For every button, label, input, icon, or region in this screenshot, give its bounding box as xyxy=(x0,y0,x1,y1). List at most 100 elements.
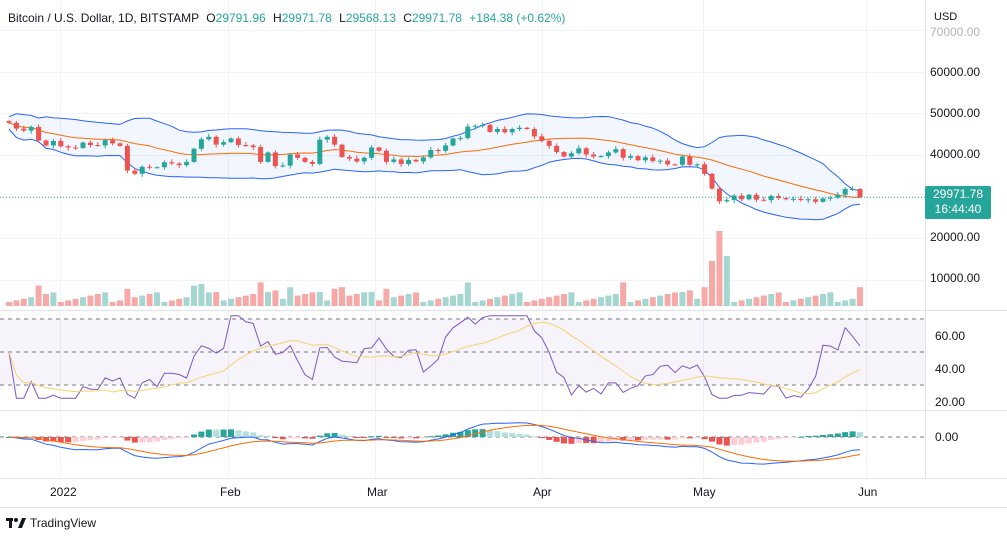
low-label: L xyxy=(339,11,346,25)
change-value: +184.38 (+0.62%) xyxy=(469,11,566,25)
macd-histogram-bar xyxy=(57,437,64,443)
volume-bar xyxy=(738,300,745,306)
candle-body xyxy=(487,124,493,132)
volume-bar xyxy=(472,302,479,306)
macd-pane xyxy=(0,422,925,465)
volume-bar xyxy=(842,300,849,306)
macd-histogram-bar xyxy=(405,437,412,439)
macd-histogram-bar xyxy=(568,437,575,444)
candle-body xyxy=(198,139,204,149)
volume-bar xyxy=(302,294,308,306)
candle-body xyxy=(65,146,71,148)
volume-bar xyxy=(509,294,516,306)
tradingview-brand[interactable]: TradingView xyxy=(6,516,96,530)
candle-countdown: 16:44:40 xyxy=(934,202,982,216)
volume-bar xyxy=(775,292,782,306)
candle-body xyxy=(73,147,79,149)
volume-bar xyxy=(820,294,826,306)
candle-body xyxy=(332,136,338,145)
volume-bar xyxy=(790,300,797,306)
macd-histogram-bar xyxy=(94,437,101,440)
candle-body xyxy=(235,138,241,146)
macd-histogram-bar xyxy=(546,437,553,440)
candle-body xyxy=(583,148,589,155)
macd-histogram-bar xyxy=(457,431,464,437)
candle-body xyxy=(517,127,523,130)
macd-histogram-bar xyxy=(87,437,94,441)
candle-body xyxy=(716,188,722,202)
candle-body xyxy=(228,138,234,143)
volume-bar xyxy=(205,292,212,306)
close-label: C xyxy=(403,11,412,25)
macd-histogram-bar xyxy=(746,437,752,444)
macd-histogram-bar xyxy=(43,437,49,442)
volume-bar xyxy=(272,290,279,306)
volume-bar xyxy=(220,300,227,306)
candle-body xyxy=(95,145,101,147)
brand-name: TradingView xyxy=(30,516,97,530)
volume-bar xyxy=(834,302,841,306)
candle-body xyxy=(568,153,574,157)
symbol-title[interactable]: Bitcoin / U.S. Dollar, 1D, BITSTAMP xyxy=(8,11,199,25)
candle-body xyxy=(613,149,619,153)
macd-histogram-bar xyxy=(464,430,471,437)
currency-label[interactable]: USD xyxy=(934,11,958,23)
candle-body xyxy=(509,129,515,133)
candle-body xyxy=(835,194,841,198)
volume-bar xyxy=(13,300,20,306)
candle-body xyxy=(176,163,182,166)
tradingview-logo-icon xyxy=(6,518,26,528)
macd-histogram-bar xyxy=(257,435,264,437)
candle-body xyxy=(805,199,811,201)
rsi-tick: 40.00 xyxy=(935,362,966,376)
macd-histogram-bar xyxy=(857,432,863,437)
volume-bar xyxy=(102,292,109,306)
candle-body xyxy=(761,199,767,201)
macd-histogram-bar xyxy=(561,437,567,444)
candle-body xyxy=(450,138,456,146)
volume-bar xyxy=(531,300,538,306)
candle-body xyxy=(709,173,715,189)
time-tick: May xyxy=(693,485,716,499)
time-tick: Mar xyxy=(367,485,388,499)
close-value: 29971.78 xyxy=(411,11,462,25)
candle-body xyxy=(346,156,352,159)
candle-body xyxy=(154,167,160,169)
volume-bar xyxy=(346,295,353,306)
macd-histogram-bar xyxy=(509,433,516,437)
volume-bar xyxy=(442,297,449,306)
macd-histogram-bar xyxy=(361,437,368,438)
candle-body xyxy=(6,121,12,123)
candle-body xyxy=(139,166,145,174)
volume-bar xyxy=(35,285,42,306)
bollinger-lower-band xyxy=(8,128,861,221)
candle-body xyxy=(702,164,708,174)
macd-histogram-bar xyxy=(154,437,160,442)
macd-histogram-bar xyxy=(146,437,153,443)
candle-body xyxy=(383,150,389,162)
candle-body xyxy=(531,129,537,137)
price-tick: 40000.00 xyxy=(930,147,981,161)
volume-bar xyxy=(805,297,812,306)
candle-body xyxy=(265,152,271,162)
macd-histogram-bar xyxy=(161,437,168,441)
candle-body xyxy=(428,149,434,158)
volume-bar xyxy=(57,302,64,306)
macd-histogram-bar xyxy=(168,437,175,439)
volume-bar xyxy=(538,298,545,306)
candle-body xyxy=(790,198,796,200)
volume-bar xyxy=(279,298,286,306)
volume-bar xyxy=(546,297,553,306)
volume-bar xyxy=(768,294,775,306)
last-price-label: 29971.78 16:44:40 xyxy=(925,186,991,219)
volume-bar xyxy=(679,292,686,306)
candle-body xyxy=(398,159,404,164)
volume-bar xyxy=(353,294,360,306)
macd-histogram-bar xyxy=(80,437,86,441)
candle-body xyxy=(36,126,42,141)
rsi-line xyxy=(8,315,861,399)
volume-bar xyxy=(427,300,434,306)
candle-body xyxy=(117,143,123,146)
macd-signal-line xyxy=(8,424,861,462)
